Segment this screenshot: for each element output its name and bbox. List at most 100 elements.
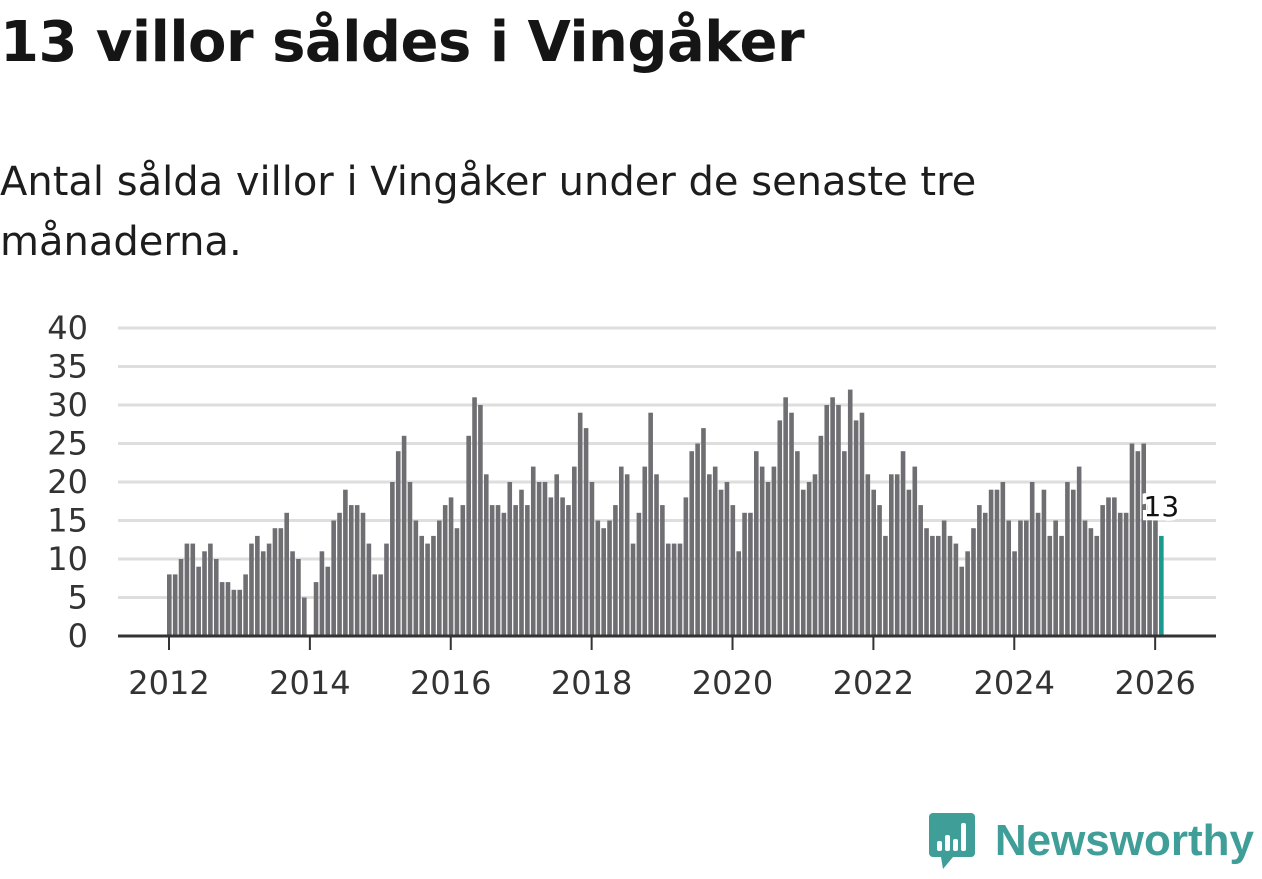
bar [965,551,970,636]
bar [771,466,777,636]
bar [495,505,501,636]
bar [266,543,272,636]
bar [501,512,507,636]
bar [988,489,994,636]
bar [842,451,847,636]
bar [877,505,882,636]
bar [601,528,606,636]
bar [1029,482,1035,636]
bar [231,589,237,636]
chart-title: 13 villor såldes i Vingåker [0,10,805,75]
bar [172,574,178,636]
bar [847,389,853,636]
bar [630,543,636,636]
y-tick-label: 5 [68,579,88,617]
bar [759,466,765,636]
bar [1153,520,1158,636]
bar [660,505,665,636]
bar [607,520,612,636]
bar [748,512,753,636]
bar [219,582,225,636]
bar [800,489,806,636]
y-tick-label: 35 [47,348,88,386]
bar [1117,512,1123,636]
bars [167,389,1164,636]
bar [348,505,354,636]
bar [824,405,830,636]
bar [313,582,319,636]
bar [865,474,871,636]
bar [671,543,677,636]
bar [354,505,360,636]
bar [560,497,565,636]
bar [812,474,818,636]
bar [466,435,471,636]
x-tick-label: 2024 [974,664,1055,702]
bar [742,512,747,636]
bar [830,397,835,636]
bar [1147,505,1152,636]
bar [454,528,460,636]
brand-logo: Newsworthy [927,811,1254,871]
bar [1053,520,1058,636]
bar [1123,512,1129,636]
bar [1065,482,1070,636]
bar [1129,443,1135,636]
bar [947,535,953,636]
bar [507,482,513,636]
bar [208,543,213,636]
bar [736,551,741,636]
bar [1100,505,1105,636]
x-tick-label: 2014 [269,664,350,702]
y-tick-label: 0 [68,617,88,655]
bar [366,543,372,636]
bar [1112,497,1117,636]
bar [695,443,700,636]
bar [953,543,959,636]
bar [489,505,495,636]
bar [1006,520,1012,636]
bar [272,528,278,636]
bar [883,535,888,636]
bar [1070,489,1076,636]
bar [460,505,466,636]
bar [853,420,859,636]
bar [1141,443,1147,636]
bar [478,405,483,636]
bar [442,505,448,636]
bar [806,482,812,636]
bar [225,582,231,636]
bar [971,528,976,636]
y-tick-label: 25 [47,425,88,463]
brand-name: Newsworthy [994,816,1254,865]
value-labels: 13 [1140,486,1184,527]
bar [196,566,201,636]
bar [448,497,454,636]
bar [718,489,724,636]
bar [243,574,248,636]
bar [319,551,325,636]
bar [184,543,190,636]
bar [583,428,589,636]
bar [618,466,624,636]
bar [178,559,184,636]
bar [654,474,659,636]
bar [425,543,430,636]
bar [378,574,383,636]
bar [542,482,548,636]
bar [437,520,442,636]
bar [930,535,935,636]
bar [765,482,771,636]
bar [302,597,307,636]
bar [395,451,401,636]
bar [536,482,542,636]
bar [431,535,436,636]
chart-subtitle: Antal sålda villor i Vingåker under de s… [0,159,977,265]
bar [818,435,824,636]
bar [513,505,518,636]
bar [1041,489,1047,636]
bar [595,520,601,636]
bar [290,551,295,636]
y-tick-label: 20 [47,463,88,501]
